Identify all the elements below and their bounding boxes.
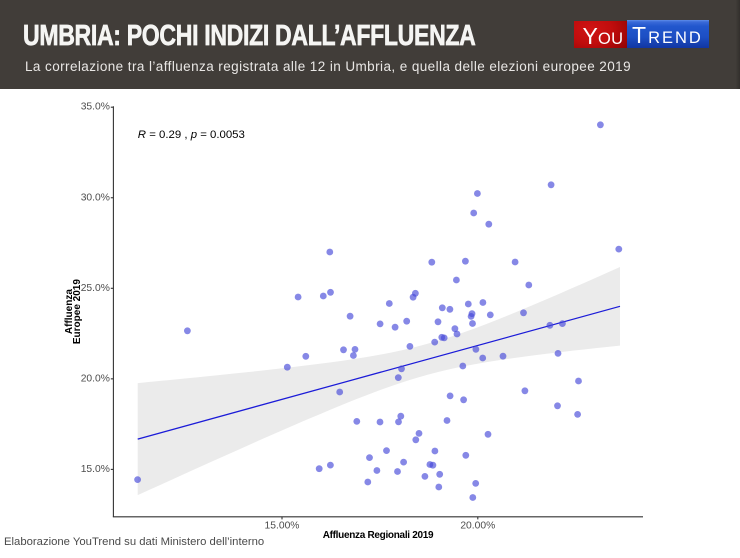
svg-text:15.00%: 15.00% xyxy=(265,520,300,531)
svg-text:20.0%: 20.0% xyxy=(81,373,110,384)
svg-text:Europee 2019: Europee 2019 xyxy=(72,279,83,344)
svg-text:25.0%: 25.0% xyxy=(81,283,110,294)
svg-text:35.0%: 35.0% xyxy=(81,102,110,113)
svg-text:Affluenza: Affluenza xyxy=(64,289,75,334)
svg-text:15.0%: 15.0% xyxy=(81,464,110,475)
svg-text:Affluenza Regionali 2019: Affluenza Regionali 2019 xyxy=(323,530,434,541)
svg-text:30.0%: 30.0% xyxy=(81,192,110,203)
svg-text:Elaborazione YouTrend su dati: Elaborazione YouTrend su dati Ministero … xyxy=(4,536,264,548)
svg-text:R = 0.29 , p = 0.0053: R = 0.29 , p = 0.0053 xyxy=(138,129,245,141)
svg-text:20.00%: 20.00% xyxy=(460,520,495,531)
